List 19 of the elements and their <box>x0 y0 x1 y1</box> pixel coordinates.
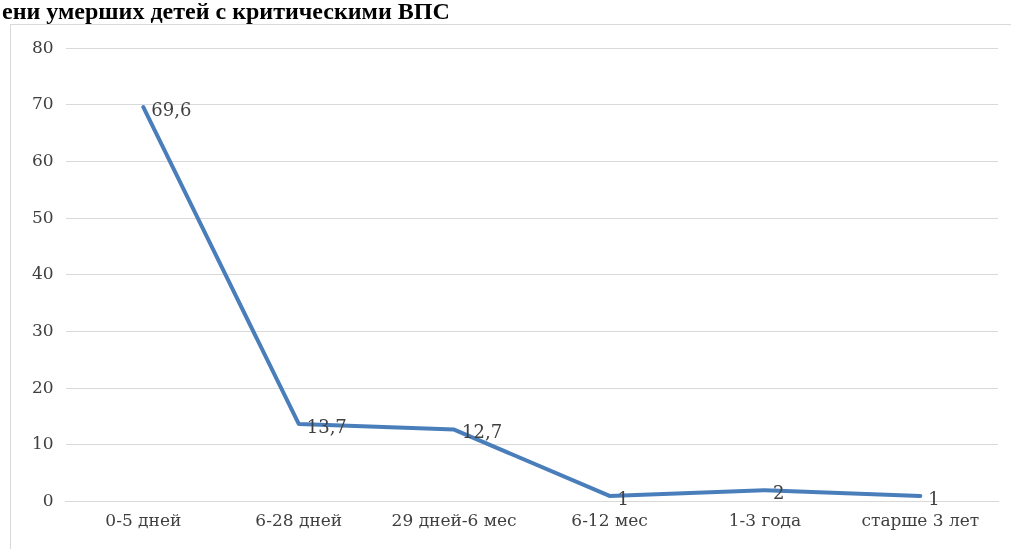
y-tick-label: 0 <box>42 490 54 511</box>
chart-title: ени умерших детей с критическими ВПС <box>1 0 451 24</box>
x-tick-label: 1-3 года <box>728 510 802 531</box>
x-tick-label: 6-28 дней <box>255 510 343 531</box>
y-tick-label: 40 <box>31 263 54 284</box>
y-tick-label: 10 <box>31 433 54 454</box>
x-tick-label: старше 3 лет <box>861 510 980 531</box>
y-tick-label: 80 <box>31 36 54 57</box>
y-tick-label: 30 <box>31 320 54 340</box>
y-tick-label: 50 <box>31 206 54 227</box>
x-tick-label: 6-12 мес <box>571 510 648 531</box>
y-tick-label: 60 <box>31 149 54 170</box>
y-tick-label: 70 <box>31 93 54 114</box>
x-tick-label: 29 дней-6 мес <box>391 510 517 531</box>
y-tick-label: 20 <box>31 376 54 397</box>
x-tick-label: 0-5 дней <box>105 510 182 531</box>
data-label: 12,7 <box>462 421 503 443</box>
data-label: 69,6 <box>151 98 192 120</box>
data-label: 1 <box>928 487 940 509</box>
